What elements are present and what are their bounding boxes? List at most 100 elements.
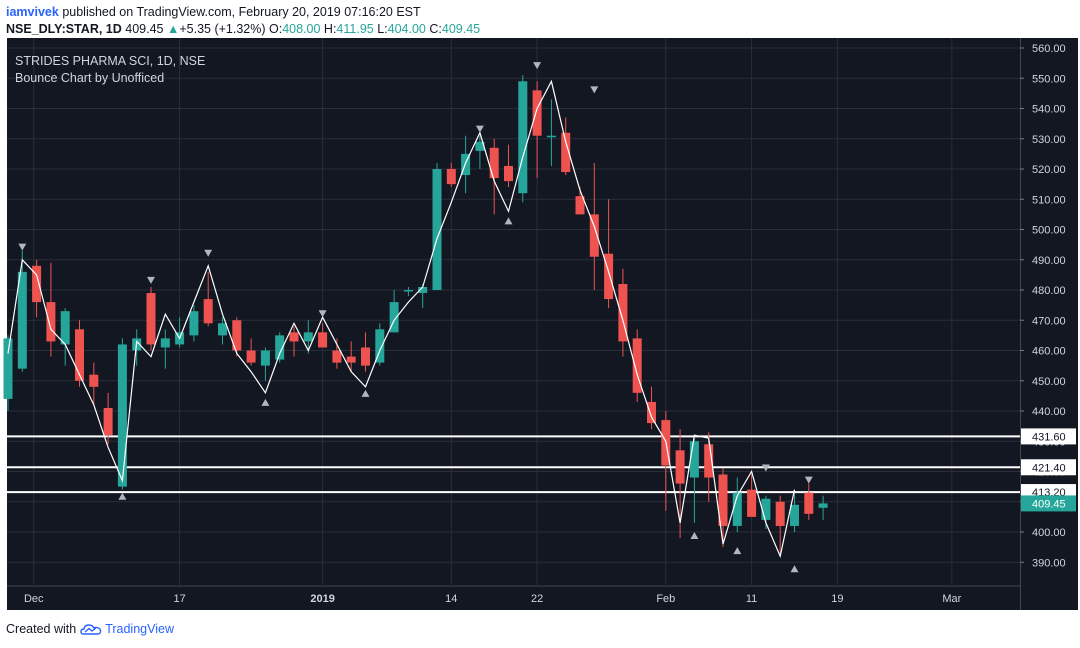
x-tick-label: 19 — [831, 593, 843, 605]
price-axis[interactable] — [1020, 38, 1078, 610]
candle-body[interactable] — [375, 329, 385, 363]
price-chart[interactable]: 390.00400.00410.00420.00430.00440.00450.… — [0, 38, 1080, 614]
y-tick-label: 390.00 — [1032, 557, 1066, 569]
candle-body[interactable] — [75, 329, 84, 381]
last-price: 409.45 — [125, 22, 164, 36]
candle-body[interactable] — [346, 356, 356, 363]
candle-body[interactable] — [704, 444, 714, 478]
candle-body[interactable] — [718, 474, 728, 526]
trough-marker — [504, 217, 513, 225]
candle-body[interactable] — [160, 338, 170, 348]
candle-body[interactable] — [546, 135, 556, 138]
candle-body[interactable] — [675, 450, 685, 484]
candle-body[interactable] — [289, 332, 299, 342]
candle-body[interactable] — [303, 332, 313, 342]
candle-body[interactable] — [818, 503, 828, 508]
candle-body[interactable] — [403, 290, 413, 292]
candle-body[interactable] — [418, 286, 428, 294]
trough-marker — [690, 532, 699, 540]
y-tick-label: 540.00 — [1032, 104, 1066, 116]
y-tick-label: 560.00 — [1032, 43, 1066, 55]
tradingview-link[interactable]: TradingView — [105, 622, 174, 636]
peak-marker — [147, 276, 155, 284]
candle-body[interactable] — [647, 401, 656, 424]
level-label-bg — [1021, 428, 1076, 445]
candle-body[interactable] — [218, 323, 227, 336]
candle-body[interactable] — [46, 302, 56, 342]
author-link[interactable]: iamvivek — [6, 5, 59, 19]
candle-body[interactable] — [747, 489, 757, 517]
candle-body[interactable] — [318, 332, 328, 348]
close-value: 409.45 — [441, 22, 481, 36]
y-tick-label: 520.00 — [1032, 164, 1066, 176]
plot-area[interactable] — [7, 38, 1020, 610]
candle-body[interactable] — [60, 311, 70, 345]
candle-body[interactable] — [489, 147, 499, 179]
candle-body[interactable] — [361, 347, 370, 366]
y-tick-label: 480.00 — [1032, 285, 1066, 297]
candle-body[interactable] — [775, 501, 785, 526]
peak-marker — [590, 86, 599, 94]
candle-body[interactable] — [246, 350, 256, 363]
candle-body[interactable] — [432, 169, 442, 290]
x-tick-label: Feb — [656, 593, 675, 605]
candle-body[interactable] — [518, 81, 528, 194]
candle-body[interactable] — [232, 320, 242, 351]
candle-body[interactable] — [189, 311, 199, 336]
y-tick-label: 500.00 — [1032, 225, 1066, 237]
candle-body[interactable] — [446, 169, 456, 185]
peak-marker — [533, 62, 542, 70]
candle-body[interactable] — [275, 335, 285, 360]
candle-body[interactable] — [575, 196, 585, 215]
trough-marker — [361, 389, 370, 397]
chart-title: STRIDES PHARMA SCI, 1D, NSE — [15, 54, 205, 68]
published-text: published on TradingView.com, February 2… — [62, 5, 421, 19]
candle-body[interactable] — [89, 374, 99, 387]
candle-body[interactable] — [604, 253, 614, 300]
last-price-bg — [1021, 495, 1076, 512]
chart-subtitle: Bounce Chart by Unofficed — [15, 71, 164, 85]
symbol: NSE_DLY:STAR, 1D — [6, 22, 122, 36]
x-tick-label: Dec — [24, 593, 44, 605]
candle-body[interactable] — [532, 90, 542, 136]
y-tick-label: 440.00 — [1032, 406, 1066, 418]
candle-body[interactable] — [260, 350, 270, 366]
candle-body[interactable] — [761, 498, 771, 520]
candle-body[interactable] — [475, 141, 485, 151]
x-tick-label: 11 — [746, 593, 757, 605]
x-tick-label: 22 — [531, 593, 543, 605]
candle-body[interactable] — [632, 338, 642, 393]
candle-body[interactable] — [203, 299, 213, 324]
level-label: 431.60 — [1032, 431, 1066, 443]
tradingview-cloud-icon — [80, 624, 102, 635]
level-label: 421.40 — [1032, 462, 1066, 474]
candle-body[interactable] — [790, 504, 799, 526]
low-value: 404.00 — [387, 22, 426, 36]
candle-body[interactable] — [804, 492, 814, 514]
candle-body[interactable] — [332, 350, 342, 363]
footer: Created with TradingView — [6, 622, 174, 636]
x-tick-label: 14 — [445, 593, 457, 605]
candle-body[interactable] — [689, 441, 699, 478]
candle-body[interactable] — [146, 293, 156, 345]
y-tick-label: 510.00 — [1032, 194, 1066, 206]
candle-body[interactable] — [17, 271, 27, 369]
candle-body[interactable] — [504, 165, 513, 182]
publish-info: iamvivek published on TradingView.com, F… — [6, 5, 421, 19]
candle-body[interactable] — [117, 344, 127, 487]
candle-body[interactable] — [32, 265, 42, 303]
candle-body[interactable] — [103, 407, 113, 436]
candle-body[interactable] — [589, 214, 599, 257]
peak-marker — [475, 125, 484, 133]
candle-body[interactable] — [3, 338, 13, 399]
x-tick-label: 2019 — [310, 593, 334, 605]
peak-marker — [804, 476, 813, 484]
candle-body[interactable] — [732, 492, 742, 526]
candle-body[interactable] — [389, 302, 399, 333]
candle-body[interactable] — [561, 132, 571, 173]
bounce-line — [7, 79, 796, 559]
peak-marker — [18, 243, 27, 251]
candle-body[interactable] — [618, 283, 628, 342]
y-tick-label: 470.00 — [1032, 315, 1066, 327]
level-label-bg — [1021, 459, 1076, 476]
